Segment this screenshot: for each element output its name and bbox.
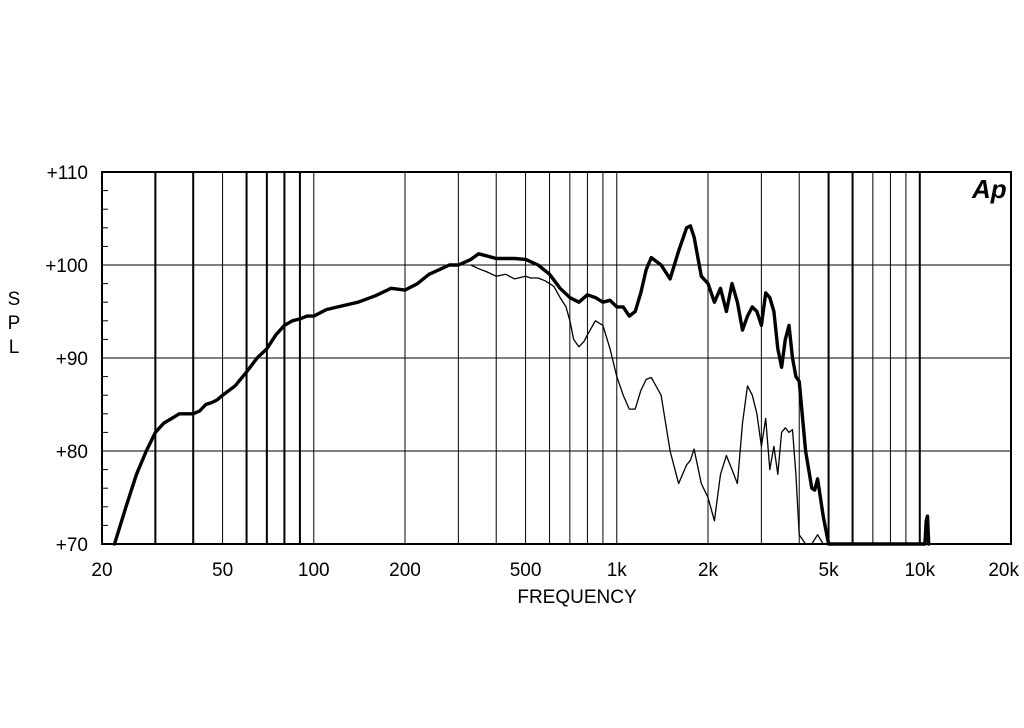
series-line-thin	[470, 264, 824, 545]
x-tick-label: 20k	[988, 560, 1019, 581]
x-tick-label: 500	[510, 560, 542, 581]
x-tick-label: 5k	[819, 560, 840, 581]
y-tick-labels: +110 +100 +90 +80 +70	[45, 163, 88, 556]
x-axis-title: FREQUENCY	[517, 587, 637, 608]
y-axis-title-letter: L	[9, 337, 20, 358]
x-tick-labels: 20 50 100 200 500 1k 2k 5k 10k 20k	[91, 560, 1019, 581]
x-tick-label: 10k	[904, 560, 935, 581]
ap-logo: Ap	[971, 174, 1007, 204]
y-axis-title: SPL	[8, 289, 21, 358]
y-tick-label: +80	[56, 442, 88, 463]
x-tick-label: 20	[91, 560, 112, 581]
y-tick-label: +70	[56, 535, 88, 556]
x-tick-label: 200	[389, 560, 421, 581]
plot-frame	[101, 171, 1012, 545]
series-lines	[112, 224, 931, 546]
grid	[101, 171, 1012, 545]
y-tick-label: +100	[45, 256, 88, 277]
series-line-thick	[112, 224, 931, 546]
y-axis-title-letter: S	[8, 289, 21, 310]
x-tick-label: 100	[298, 560, 330, 581]
x-tick-label: 50	[212, 560, 233, 581]
x-tick-label: 2k	[698, 560, 719, 581]
y-axis-title-letter: P	[8, 313, 21, 334]
y-tick-label: +110	[47, 163, 88, 184]
y-tick-label: +90	[56, 349, 88, 370]
x-tick-label: 1k	[607, 560, 628, 581]
